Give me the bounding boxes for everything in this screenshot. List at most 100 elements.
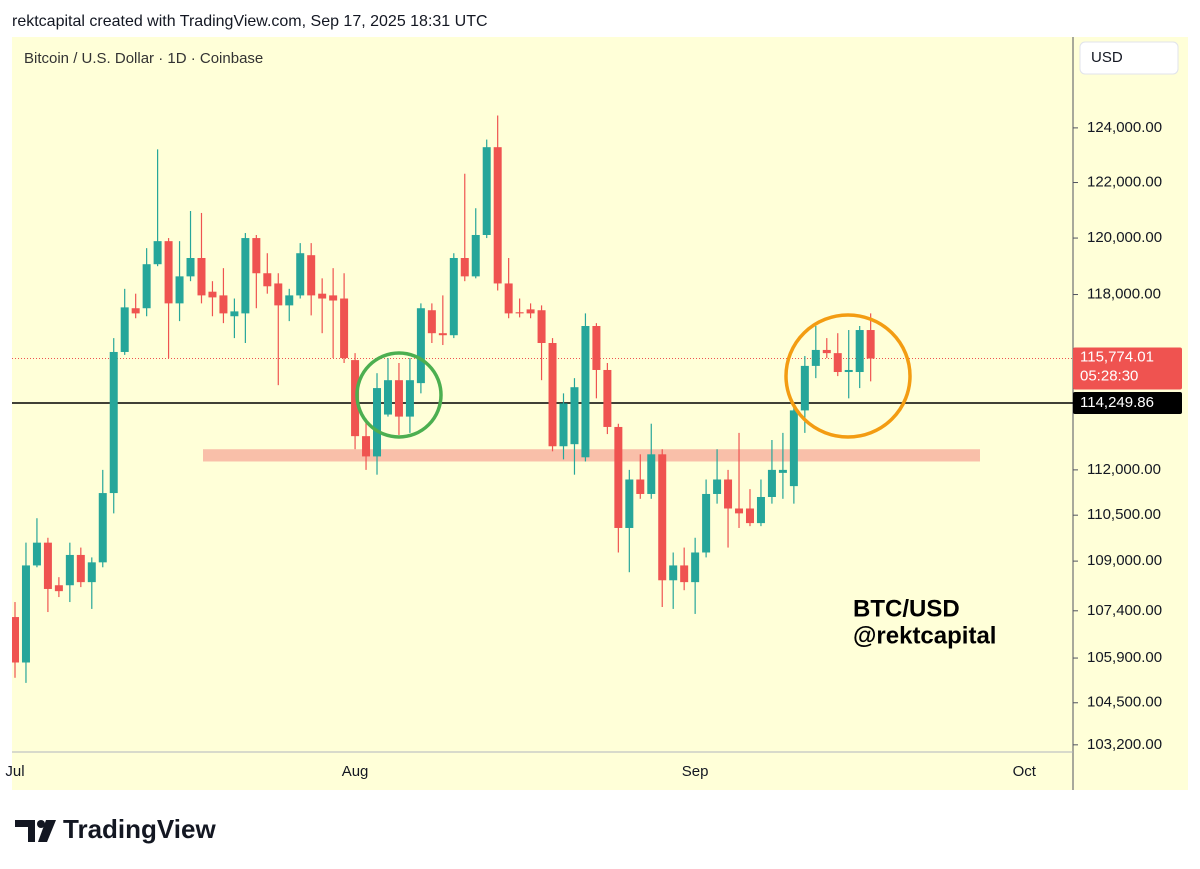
candle-body xyxy=(186,258,195,277)
candle-body xyxy=(142,264,151,309)
chart-panel xyxy=(12,37,1188,790)
candle-body xyxy=(318,293,327,299)
brand: TradingView xyxy=(63,814,216,844)
candle-body xyxy=(54,585,63,592)
candle-body xyxy=(756,496,765,524)
price-line-label: 114,249.86 xyxy=(1080,394,1154,411)
candle-body xyxy=(394,380,403,417)
candle-body xyxy=(131,308,140,314)
x-tick-label: Sep xyxy=(682,763,709,780)
candle-body xyxy=(603,369,612,427)
candle-body xyxy=(767,469,776,497)
candle-body xyxy=(296,253,305,296)
candle-body xyxy=(65,554,74,586)
logo xyxy=(15,820,56,842)
candle-body xyxy=(559,403,568,447)
plot-area xyxy=(12,115,1073,683)
candle-body xyxy=(581,326,590,458)
support-zone xyxy=(203,449,980,462)
candle-body xyxy=(515,312,524,314)
candle-body xyxy=(120,307,129,352)
y-tick-label: 118,000.00 xyxy=(1087,286,1161,303)
logo-mark xyxy=(15,820,35,842)
candle-body xyxy=(351,360,360,437)
candle-body xyxy=(153,241,162,265)
candle-body xyxy=(274,283,283,306)
candle-body xyxy=(98,493,107,563)
candle-body xyxy=(636,479,645,494)
highlight-circle xyxy=(784,313,912,439)
y-tick-label: 109,000.00 xyxy=(1087,552,1162,569)
candle-body xyxy=(362,436,371,457)
y-tick-label: 124,000.00 xyxy=(1087,119,1162,136)
candle-body xyxy=(658,454,667,581)
candle-body xyxy=(76,554,85,583)
candle-body xyxy=(373,388,382,457)
candle-body xyxy=(109,351,118,494)
candle-body xyxy=(438,333,447,336)
logo-mark xyxy=(38,820,56,842)
y-tick-label: 120,000.00 xyxy=(1087,229,1162,246)
candle-body xyxy=(713,479,722,494)
y-tick-label: 103,200.00 xyxy=(1087,736,1162,753)
chart-title: Bitcoin / U.S. Dollar · 1D · Coinbase xyxy=(24,50,263,67)
x-tick-label: Aug xyxy=(342,763,369,780)
candle-body xyxy=(164,241,173,304)
candle-body xyxy=(504,283,513,314)
countdown-label: 05:28:30 xyxy=(1080,367,1138,384)
candle-body xyxy=(789,410,798,487)
candle-body xyxy=(252,238,261,274)
candle-body xyxy=(724,479,733,509)
candle-body xyxy=(263,273,272,287)
candle-body xyxy=(21,565,30,663)
candle-body xyxy=(241,238,250,314)
candle-body xyxy=(592,326,601,370)
candle-body xyxy=(537,310,546,344)
y-tick-label: 110,500.00 xyxy=(1087,506,1161,523)
candle-body xyxy=(669,565,678,581)
candle-body xyxy=(855,330,864,373)
candle-body xyxy=(340,298,349,359)
candle-body xyxy=(735,508,744,514)
y-tick-label: 104,500.00 xyxy=(1087,694,1162,711)
y-tick-label: 122,000.00 xyxy=(1087,173,1162,190)
y-tick-label: 112,000.00 xyxy=(1087,461,1161,478)
candle-body xyxy=(383,380,392,415)
candle-body xyxy=(175,276,184,304)
x-tick-label: Oct xyxy=(1013,763,1037,780)
candle-body xyxy=(197,258,206,296)
candle-body xyxy=(822,349,831,354)
candle-body xyxy=(230,311,239,317)
highlight-circle xyxy=(355,351,443,439)
candle-body xyxy=(87,562,96,583)
candle-body xyxy=(614,426,623,528)
candle-body xyxy=(844,369,853,373)
candle-body xyxy=(12,617,19,663)
annotation: @rektcapital xyxy=(853,622,996,649)
currency-button[interactable] xyxy=(1079,41,1179,75)
candle-body xyxy=(449,258,458,336)
last-price-label: 115,774.01 xyxy=(1080,348,1154,365)
candle-body xyxy=(833,353,842,373)
currency-label[interactable]: USD xyxy=(1091,49,1123,66)
candle-body xyxy=(570,387,579,445)
candle-body xyxy=(219,295,228,314)
candle-body xyxy=(43,542,52,589)
candle-body xyxy=(745,508,754,524)
logo-mark xyxy=(37,820,45,828)
price-line-box xyxy=(1073,392,1182,415)
candle-body xyxy=(427,310,436,334)
candle-body xyxy=(866,330,875,359)
candle-body xyxy=(625,479,634,528)
annotation: BTC/USD xyxy=(853,595,960,622)
candle-body xyxy=(460,258,469,277)
candle-body xyxy=(680,565,689,583)
y-tick-label: 105,900.00 xyxy=(1087,649,1162,666)
candle-body xyxy=(811,349,820,366)
y-tick-label: 107,400.00 xyxy=(1087,602,1162,619)
last-price-box xyxy=(1073,347,1182,390)
candle-body xyxy=(702,493,711,553)
candle-body xyxy=(482,147,491,235)
